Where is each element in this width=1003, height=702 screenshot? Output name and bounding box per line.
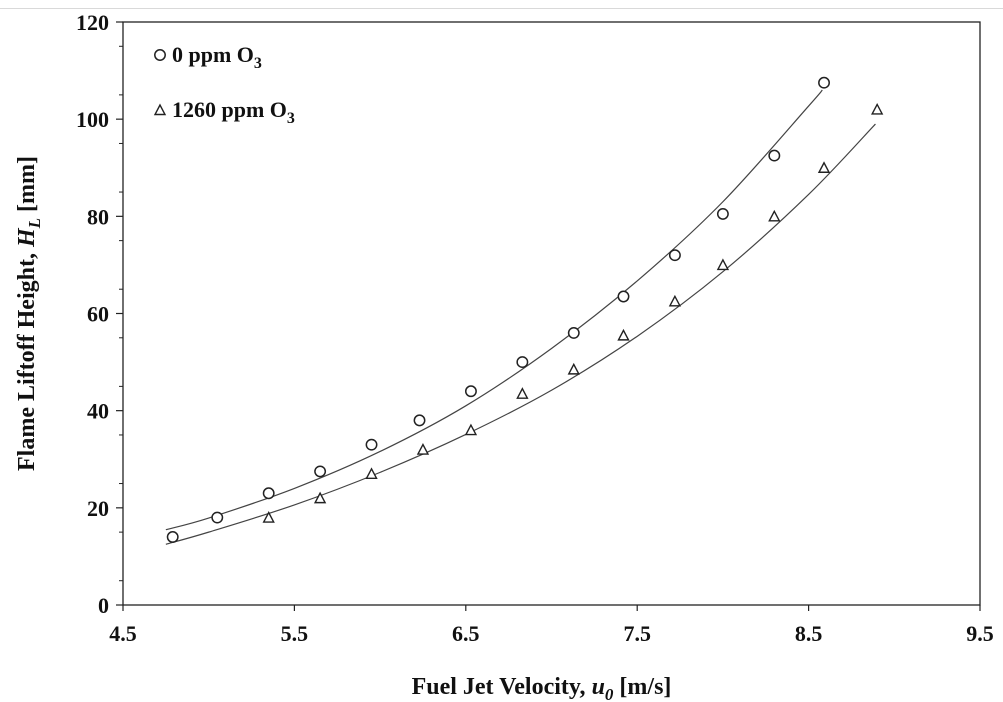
y-tick-label: 20 (87, 496, 109, 521)
legend: 0 ppm O3 1260 ppm O3 (153, 42, 295, 127)
y-tick-label: 60 (87, 302, 109, 327)
x-tick-label: 8.5 (795, 621, 823, 646)
circle-point (516, 356, 529, 369)
circle-point (211, 511, 224, 524)
x-tick-label: 7.5 (623, 621, 651, 646)
circle-point (166, 531, 179, 543)
legend-label-2: 1260 ppm O3 (172, 97, 295, 127)
y-tick-label: 80 (87, 204, 109, 229)
fit-curve-series-1 (165, 89, 823, 531)
x-tick-label: 9.5 (966, 621, 994, 646)
triangle-point (716, 258, 730, 271)
triangle-point (416, 443, 430, 455)
x-tick-label: 4.5 (109, 621, 137, 646)
axis-ticks: 4.5 5.5 6.5 7.5 8.5 9.5 0 20 40 60 80 100 120 (76, 10, 994, 646)
data-points (166, 76, 884, 543)
y-tick-label: 120 (76, 10, 109, 35)
triangle-point (365, 467, 378, 480)
circle-point (262, 487, 275, 500)
triangle-point (871, 102, 884, 115)
top-border-line (0, 8, 1003, 9)
triangle-point (817, 161, 831, 173)
legend-label-1: 0 ppm O3 (172, 42, 262, 72)
legend-marker-2 (153, 103, 167, 116)
triangle-point (464, 423, 478, 436)
circle-point (716, 207, 729, 220)
x-tick-label: 5.5 (281, 621, 309, 646)
circle-point (668, 249, 681, 262)
triangle-point (668, 294, 682, 307)
triangle-point (768, 209, 781, 222)
circle-point (567, 326, 580, 339)
circle-point (617, 290, 630, 303)
triangle-point (313, 491, 327, 504)
circle-point (314, 465, 327, 478)
circle-point (413, 414, 426, 427)
triangle-point (262, 511, 275, 523)
circle-point (818, 76, 830, 89)
axis-labels: Fuel Jet Velocity, u0 [m/s] Flame Liftoff… (14, 156, 671, 702)
triangle-point (617, 328, 630, 341)
y-tick-label: 100 (76, 107, 109, 132)
x-axis-label: Fuel Jet Velocity, u0 [m/s] (412, 674, 672, 702)
legend-marker-1 (154, 49, 166, 61)
triangle-point (516, 387, 529, 399)
y-tick-label: 40 (87, 399, 109, 424)
fit-curve-series-2 (165, 123, 876, 545)
circle-point (768, 149, 781, 162)
circle-point (365, 438, 378, 451)
x-tick-label: 6.5 (452, 621, 480, 646)
y-tick-label: 0 (98, 593, 109, 618)
triangle-point (567, 362, 580, 375)
circle-point (464, 385, 477, 398)
y-axis-label: Flame Liftoff Height, HL [mm] (14, 156, 44, 471)
